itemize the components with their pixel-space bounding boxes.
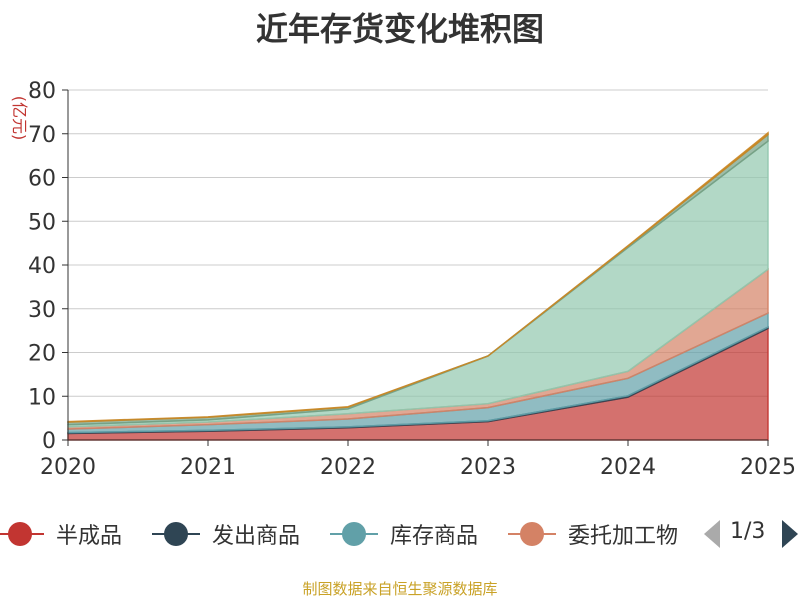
y-tick-label: 10 bbox=[28, 385, 56, 410]
y-tick-label: 0 bbox=[42, 429, 56, 454]
legend: 半成品 发出商品 库存商品 委托加工物 bbox=[0, 512, 800, 556]
chevron-right-icon[interactable] bbox=[782, 520, 798, 548]
y-tick-label: 20 bbox=[28, 342, 56, 367]
data-source-note: 制图数据来自恒生聚源数据库 bbox=[302, 580, 498, 598]
x-tick-label: 2022 bbox=[320, 455, 376, 480]
chevron-left-icon[interactable] bbox=[704, 520, 720, 548]
area-series bbox=[67, 131, 769, 441]
x-tick-label: 2023 bbox=[460, 455, 516, 480]
legend-label: 库存商品 bbox=[390, 524, 479, 549]
legend-label: 发出商品 bbox=[212, 524, 301, 549]
legend-marker bbox=[508, 512, 556, 556]
legend-pager: 1/3 bbox=[702, 512, 800, 556]
legend-label: 半成品 bbox=[56, 524, 123, 549]
legend-page-indicator: 1/3 bbox=[730, 519, 766, 544]
legend-marker bbox=[330, 512, 378, 556]
legend-item-semi-finished[interactable]: 半成品 bbox=[0, 512, 122, 556]
x-tick-label: 2024 bbox=[600, 455, 656, 480]
x-tick-label: 2021 bbox=[180, 455, 236, 480]
grid-lines bbox=[68, 89, 768, 397]
y-tick-label: 30 bbox=[28, 298, 56, 323]
y-tick-label: 50 bbox=[28, 210, 56, 235]
legend-label: 委托加工物 bbox=[568, 524, 679, 549]
x-tick-label: 2020 bbox=[40, 455, 96, 480]
legend-item-inventory-goods[interactable]: 库存商品 bbox=[330, 512, 478, 556]
legend-marker bbox=[152, 512, 200, 556]
chart-title: 近年存货变化堆积图 bbox=[255, 10, 544, 48]
legend-item-shipped-goods[interactable]: 发出商品 bbox=[152, 512, 300, 556]
y-tick-label: 80 bbox=[28, 79, 56, 104]
legend-item-consigned-processing[interactable]: 委托加工物 bbox=[508, 512, 678, 556]
y-axis-label: (亿元) bbox=[10, 96, 29, 141]
legend-marker bbox=[0, 512, 44, 556]
x-tick-label: 2025 bbox=[740, 455, 796, 480]
area-series-7 bbox=[67, 131, 769, 423]
y-tick-label: 60 bbox=[28, 167, 56, 192]
axes: 0 10 20 30 40 50 60 70 80 2020 2021 2022 2023 2024 202… bbox=[28, 79, 796, 480]
y-tick-label: 40 bbox=[28, 254, 56, 279]
y-tick-label: 70 bbox=[28, 123, 56, 148]
